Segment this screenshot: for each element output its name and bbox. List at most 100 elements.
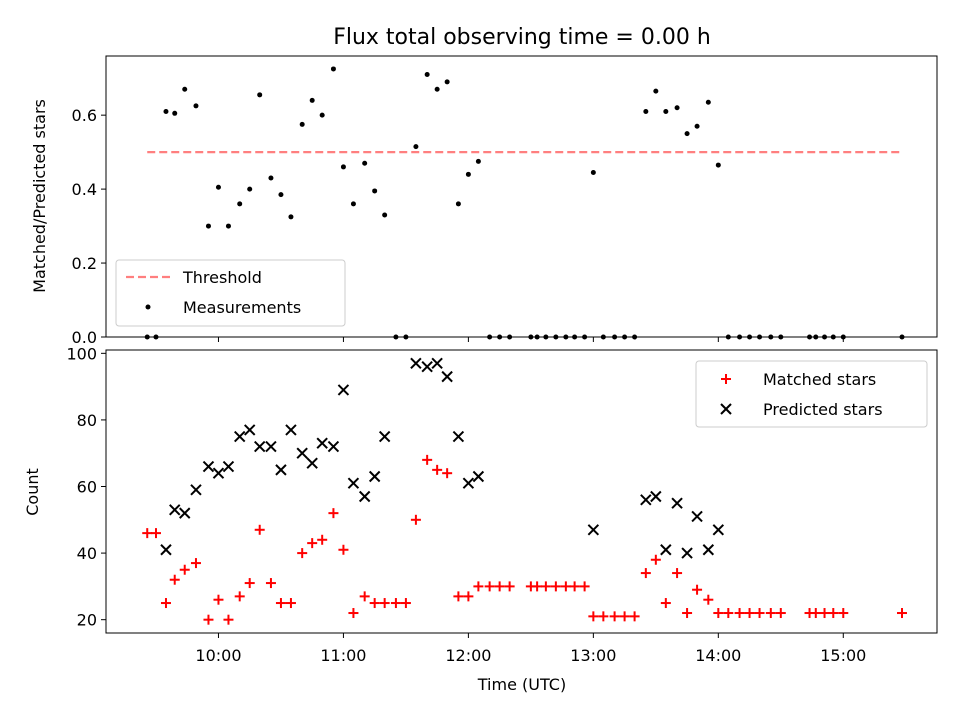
data-point — [368, 470, 381, 483]
data-point — [382, 212, 388, 218]
data-point — [765, 608, 776, 619]
data-point — [288, 214, 294, 220]
data-point — [671, 497, 683, 509]
data-point — [234, 430, 246, 443]
data-point — [442, 468, 453, 479]
data-point — [169, 504, 181, 516]
x-axis-label: Time (UTC) — [477, 675, 566, 694]
data-point — [682, 608, 693, 619]
data-point — [160, 544, 172, 556]
data-point — [629, 611, 640, 622]
data-point — [550, 581, 561, 592]
bottom-legend-box — [695, 360, 928, 428]
data-point — [532, 581, 543, 592]
data-point — [775, 608, 786, 619]
legend-predicted-label: Predicted stars — [763, 400, 883, 419]
data-point — [421, 360, 433, 373]
data-point — [327, 440, 340, 453]
top-plot-area: 0.0 0.2 0.4 0.6 — [72, 55, 938, 347]
data-point — [744, 608, 755, 619]
x-tick-label: 14:00 — [695, 646, 741, 665]
data-point — [819, 608, 830, 619]
data-point — [296, 447, 308, 459]
bottom-y-axis-label: Count — [23, 468, 42, 516]
legend-measurements-swatch — [145, 304, 151, 310]
data-point — [681, 547, 693, 559]
bottom-y-tick-label: 100 — [66, 344, 97, 363]
data-point — [663, 108, 669, 114]
data-point — [587, 524, 600, 536]
data-point — [504, 581, 515, 592]
data-point — [441, 370, 453, 383]
data-point — [193, 103, 199, 109]
data-point — [472, 470, 485, 483]
data-point — [650, 554, 661, 565]
data-point — [379, 598, 390, 609]
x-tick-label: 12:00 — [445, 646, 491, 665]
data-point — [828, 608, 839, 619]
data-point — [369, 598, 380, 609]
data-point — [560, 581, 571, 592]
x-tick-label: 13:00 — [570, 646, 616, 665]
legend-measurements-label: Measurements — [183, 298, 301, 317]
series-matched-stars — [142, 454, 908, 625]
data-point — [705, 99, 711, 105]
data-point — [431, 357, 443, 370]
data-point — [190, 484, 202, 496]
data-point — [473, 581, 484, 592]
data-point — [897, 608, 908, 619]
top-panel: Flux total observing time = 0.00 h Match… — [30, 25, 938, 347]
data-point — [182, 86, 188, 92]
data-point — [653, 88, 659, 94]
data-point — [285, 424, 297, 436]
data-point — [410, 514, 421, 525]
data-point — [713, 608, 724, 619]
data-point — [640, 494, 652, 506]
data-point — [337, 384, 350, 396]
data-point — [275, 464, 287, 476]
chart-title: Flux total observing time = 0.00 h — [333, 25, 711, 50]
data-point — [432, 464, 443, 475]
data-point — [424, 71, 430, 77]
data-point — [694, 123, 700, 129]
data-point — [278, 192, 284, 198]
data-point — [347, 477, 360, 489]
data-point — [684, 131, 690, 137]
data-point — [358, 490, 371, 503]
data-point — [463, 591, 474, 602]
data-point — [650, 490, 662, 503]
bottom-y-tick-label: 40 — [77, 544, 97, 563]
legend-predicted-swatch — [720, 403, 732, 415]
data-point — [169, 574, 180, 585]
data-point — [203, 614, 214, 625]
data-point — [317, 534, 328, 545]
data-point — [265, 440, 277, 453]
data-point — [268, 175, 274, 181]
data-point — [202, 460, 215, 473]
data-point — [723, 608, 734, 619]
x-tick-label: 11:00 — [320, 646, 366, 665]
data-point — [340, 164, 346, 170]
data-point — [691, 510, 703, 523]
data-point — [309, 97, 315, 103]
top-y-axis-label: Matched/Predicted stars — [30, 99, 49, 293]
data-point — [475, 158, 481, 164]
data-point — [359, 591, 370, 602]
data-point — [422, 454, 433, 465]
data-point — [297, 548, 308, 559]
data-point — [362, 160, 368, 166]
top-legend-box — [115, 259, 346, 327]
data-point — [410, 357, 422, 370]
data-point — [237, 201, 243, 207]
data-point — [378, 430, 391, 443]
data-point — [640, 568, 651, 579]
data-point — [674, 105, 680, 111]
bottom-y-tick-label: 60 — [77, 478, 97, 497]
data-point — [190, 558, 201, 569]
data-point — [598, 611, 609, 622]
data-point — [328, 508, 339, 519]
bottom-legend: Matched stars Predicted stars — [695, 360, 928, 428]
data-point — [142, 528, 153, 539]
data-point — [734, 608, 745, 619]
data-point — [702, 544, 715, 556]
